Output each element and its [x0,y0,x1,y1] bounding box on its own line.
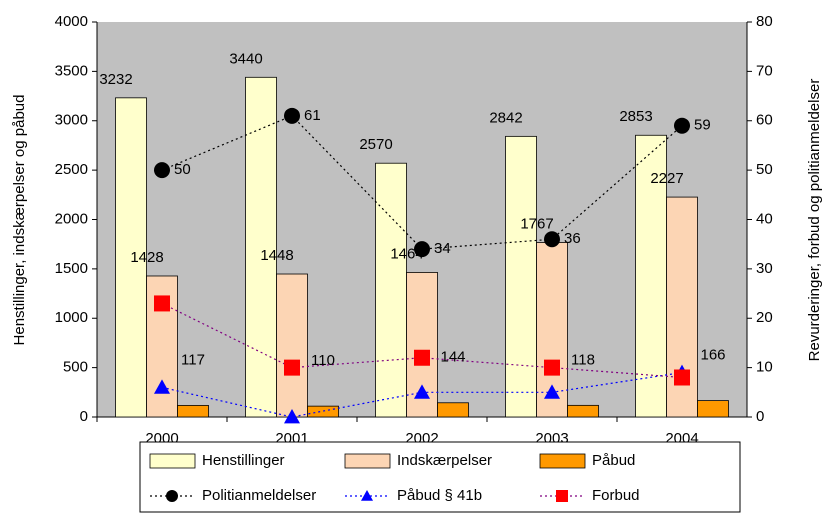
y-tick-label: 4000 [55,13,88,30]
bar [177,405,209,418]
bar [115,97,147,418]
marker [154,379,170,394]
marker [284,409,300,424]
legend-label: Politianmeldelser [202,487,316,504]
marker [284,359,300,376]
y2-tick-label: 80 [756,13,773,30]
bar [245,76,277,418]
data-label: 3232 [99,71,132,88]
legend-swatch [149,453,196,469]
legend-label: Påbud [592,452,635,469]
y-tick-label: 0 [80,408,88,425]
legend-label: Påbud § 41b [397,487,482,504]
marker [544,231,560,248]
marker [414,384,430,399]
marker [166,490,178,502]
y-tick-label: 3500 [55,62,88,79]
y-tick-label: 3000 [55,112,88,129]
y-tick-label: 1500 [55,260,88,277]
bar [375,162,407,418]
marker [414,349,430,366]
y-tick-label: 500 [63,359,88,376]
y-axis-label: Henstillinger, indskærpelser og påbud [11,95,28,346]
data-label: 2570 [359,136,392,153]
data-label: 1767 [520,215,553,232]
marker [361,490,373,501]
y2-tick-label: 20 [756,309,773,326]
data-label: 117 [181,351,205,368]
marker [544,384,560,399]
y2-tick-label: 60 [756,112,773,129]
y2-tick-label: 40 [756,210,773,227]
data-label: 118 [571,351,595,368]
y-tick-label: 2000 [55,210,88,227]
y-tick-label: 2500 [55,161,88,178]
data-label: 2227 [650,170,683,187]
y2-axis-label: Revurderinger, forbud og politianmeldels… [806,79,823,362]
data-label: 1464 [390,245,423,262]
bar [276,273,308,418]
data-label: 61 [304,107,321,124]
data-label: 50 [174,161,191,178]
legend-swatch [539,453,586,469]
legend-label: Henstillinger [202,452,285,469]
data-label: 2853 [619,108,652,125]
data-label: 144 [440,349,465,366]
legend-swatch [344,453,391,469]
y2-tick-label: 70 [756,62,773,79]
legend-label: Forbud [592,487,640,504]
marker [284,107,300,124]
marker [154,295,170,312]
marker [154,162,170,179]
data-label: 1428 [130,249,163,266]
bar [437,402,469,418]
series-line [161,115,683,250]
data-label: 34 [434,240,451,257]
data-label: 2842 [489,109,522,126]
marker [674,117,690,134]
bar [567,404,599,418]
data-label: 110 [311,352,335,369]
marker [414,241,430,258]
y2-tick-label: 30 [756,260,773,277]
y2-tick-label: 10 [756,359,773,376]
data-label: 166 [700,347,725,364]
y-tick-label: 1000 [55,309,88,326]
data-label: 3440 [229,50,262,67]
marker [544,359,560,376]
legend-label: Indskærpelser [397,452,492,469]
legend [139,441,741,513]
marker [556,490,568,502]
data-label: 36 [564,230,581,247]
y2-tick-label: 50 [756,161,773,178]
data-label: 59 [694,117,711,134]
y2-tick-label: 0 [756,408,764,425]
data-label: 1448 [260,247,293,264]
bar [505,135,537,418]
bar [307,405,339,418]
marker [674,369,690,386]
bar [697,400,729,418]
